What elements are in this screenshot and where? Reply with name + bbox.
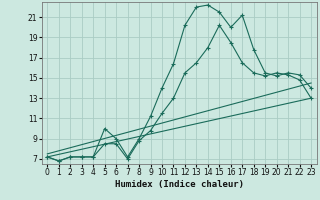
X-axis label: Humidex (Indice chaleur): Humidex (Indice chaleur) — [115, 180, 244, 189]
